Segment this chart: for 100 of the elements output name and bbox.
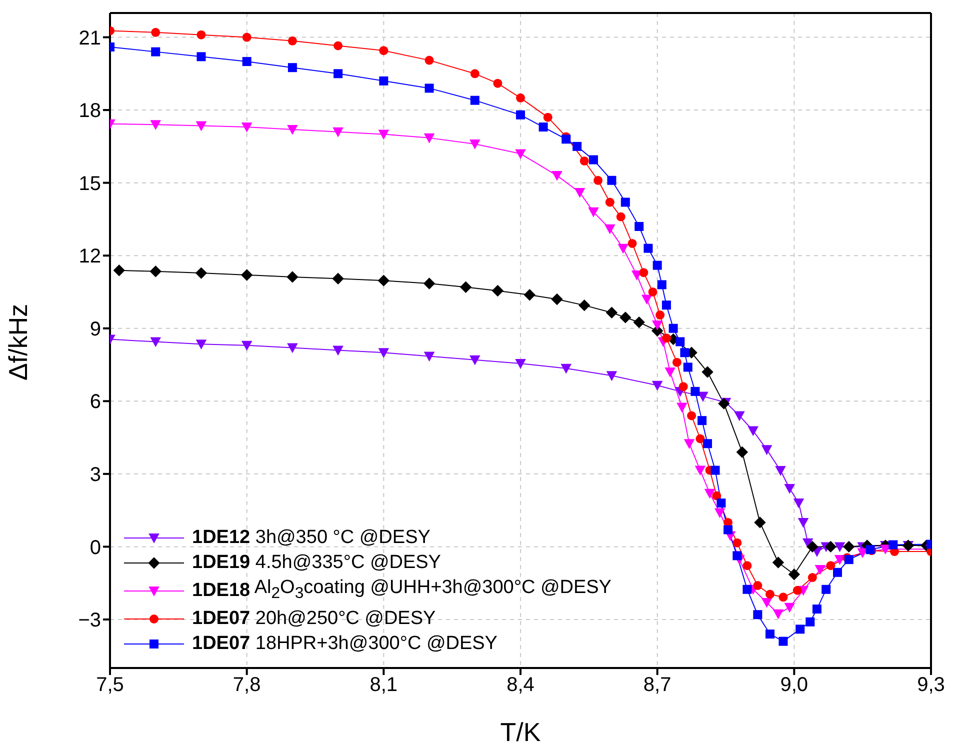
point <box>784 602 796 613</box>
point <box>748 426 759 436</box>
point <box>424 84 434 93</box>
point <box>150 337 162 348</box>
point <box>588 207 599 218</box>
point <box>287 124 298 135</box>
point <box>606 371 618 382</box>
point <box>834 542 846 552</box>
point <box>703 439 712 448</box>
point <box>808 573 817 582</box>
point <box>716 498 726 508</box>
point <box>286 271 298 283</box>
point <box>656 310 665 320</box>
point <box>761 598 772 608</box>
point <box>724 525 733 534</box>
point <box>806 540 818 553</box>
point <box>633 316 645 328</box>
x-axis-title: T/K <box>500 717 542 747</box>
x-tick-label: 8,4 <box>506 674 534 696</box>
point <box>812 604 822 614</box>
point <box>493 78 502 88</box>
point <box>634 222 644 231</box>
point <box>604 224 616 234</box>
legend-label: 1DE07 20h@250°C @DESY <box>192 607 436 631</box>
point <box>648 287 658 296</box>
point <box>712 491 722 500</box>
point <box>664 368 676 378</box>
point <box>242 57 252 66</box>
point <box>607 176 616 185</box>
point <box>793 498 804 508</box>
point <box>772 556 784 568</box>
y-tick-label: 21 <box>78 27 101 50</box>
point <box>378 130 390 140</box>
point <box>702 366 714 378</box>
point <box>470 96 480 105</box>
point <box>515 149 526 160</box>
x-tick-label: 7,8 <box>232 674 261 696</box>
point <box>332 272 344 284</box>
point <box>814 565 826 575</box>
point <box>778 636 788 646</box>
x-tick-label: 9,0 <box>780 674 808 696</box>
point <box>644 244 653 253</box>
y-axis-title: Δf/kHz <box>3 304 34 380</box>
point <box>469 140 480 150</box>
point <box>288 63 297 72</box>
point <box>732 551 742 560</box>
point <box>676 402 688 413</box>
point <box>423 278 436 290</box>
point <box>676 337 685 346</box>
point <box>662 334 671 343</box>
x-tick-label: 9,3 <box>917 674 945 696</box>
point <box>516 110 525 120</box>
point <box>150 120 162 130</box>
point <box>469 355 480 366</box>
y-tick-label: 12 <box>78 246 101 268</box>
point <box>732 538 742 548</box>
point <box>714 508 726 518</box>
point <box>470 69 480 78</box>
point <box>379 46 388 56</box>
point <box>698 416 707 426</box>
point <box>552 171 562 181</box>
point <box>151 28 160 37</box>
point <box>684 439 695 449</box>
point <box>196 121 207 132</box>
y-tick-label: −3 <box>78 610 101 632</box>
point <box>196 30 206 40</box>
point <box>332 346 344 356</box>
point <box>334 41 343 50</box>
point <box>888 540 898 550</box>
point <box>796 624 805 634</box>
point <box>765 590 774 599</box>
point <box>578 299 590 312</box>
point <box>683 362 692 372</box>
point <box>594 176 603 185</box>
point <box>196 340 207 350</box>
point <box>424 133 435 144</box>
legend-label: 1DE18 Al$_{2}$O$_{3}$coating @UHH+3h@300°C @DESY <box>192 576 612 604</box>
point <box>543 112 552 122</box>
point <box>560 364 572 374</box>
y-tick-label: 3 <box>90 464 101 486</box>
y-tick-label: 9 <box>90 318 101 340</box>
point <box>668 324 678 333</box>
point <box>379 76 388 86</box>
point <box>704 488 716 499</box>
y-tick-label: 18 <box>78 100 101 122</box>
point <box>616 212 626 222</box>
point <box>687 411 696 420</box>
point <box>620 198 630 207</box>
x-tick-label: 8,7 <box>643 674 672 696</box>
point <box>150 266 162 278</box>
point <box>332 127 344 138</box>
point <box>424 352 435 362</box>
point <box>572 142 582 151</box>
y-tick-label: 6 <box>90 391 101 414</box>
point <box>778 592 788 602</box>
point <box>287 343 298 354</box>
point <box>588 155 598 164</box>
point <box>775 466 786 476</box>
point <box>641 294 652 305</box>
point <box>765 630 774 639</box>
